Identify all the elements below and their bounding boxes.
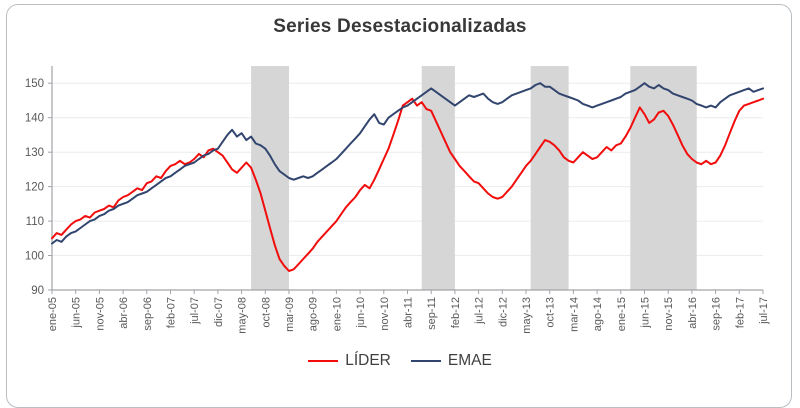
- svg-text:jun-05: jun-05: [71, 297, 83, 329]
- svg-text:jul-12: jul-12: [474, 297, 486, 325]
- lider-line-icon: [308, 359, 339, 363]
- svg-text:abr-06: abr-06: [118, 297, 130, 329]
- emae-line-icon: [410, 359, 441, 363]
- svg-text:nov-10: nov-10: [379, 297, 391, 331]
- svg-text:110: 110: [26, 216, 44, 228]
- svg-text:oct-13: oct-13: [545, 297, 557, 328]
- legend-item-lider: LÍDER: [308, 352, 391, 370]
- chart-legend: LÍDER EMAE: [0, 352, 800, 370]
- svg-text:ene-05: ene-05: [47, 297, 59, 331]
- svg-text:150: 150: [25, 78, 44, 90]
- svg-text:dic-12: dic-12: [497, 297, 509, 327]
- svg-text:feb-07: feb-07: [166, 297, 178, 328]
- svg-text:jul-07: jul-07: [189, 297, 201, 325]
- svg-text:sep-16: sep-16: [711, 297, 723, 331]
- svg-text:may-08: may-08: [237, 297, 249, 334]
- svg-text:oct-08: oct-08: [260, 297, 272, 328]
- legend-label-lider: LÍDER: [345, 352, 391, 369]
- svg-text:feb-12: feb-12: [450, 297, 462, 328]
- chart-title: Series Desestacionalizadas: [273, 16, 527, 37]
- svg-text:abr-11: abr-11: [403, 297, 415, 328]
- svg-text:ene-15: ene-15: [616, 297, 628, 331]
- svg-text:sep-06: sep-06: [142, 297, 154, 331]
- svg-text:130: 130: [25, 147, 44, 159]
- svg-text:90: 90: [31, 285, 44, 297]
- svg-text:mar-14: mar-14: [568, 297, 580, 332]
- svg-text:nov-15: nov-15: [663, 297, 675, 331]
- svg-text:feb-17: feb-17: [734, 297, 746, 328]
- legend-label-emae: EMAE: [447, 352, 492, 369]
- svg-text:ago-14: ago-14: [592, 297, 604, 331]
- svg-text:mar-09: mar-09: [284, 297, 296, 332]
- svg-text:ago-09: ago-09: [308, 297, 320, 331]
- svg-text:jul-17: jul-17: [758, 297, 770, 325]
- svg-text:120: 120: [25, 182, 44, 194]
- svg-text:100: 100: [25, 251, 44, 263]
- svg-text:abr-16: abr-16: [687, 297, 699, 329]
- svg-text:jun-15: jun-15: [640, 297, 652, 329]
- svg-text:ene-10: ene-10: [331, 297, 343, 331]
- svg-text:jun-10: jun-10: [355, 297, 367, 329]
- svg-text:nov-05: nov-05: [94, 297, 106, 331]
- svg-text:dic-07: dic-07: [213, 297, 225, 327]
- svg-text:may-13: may-13: [521, 297, 533, 334]
- legend-item-emae: EMAE: [410, 352, 492, 370]
- svg-text:140: 140: [25, 113, 44, 125]
- svg-text:sep-11: sep-11: [426, 297, 438, 330]
